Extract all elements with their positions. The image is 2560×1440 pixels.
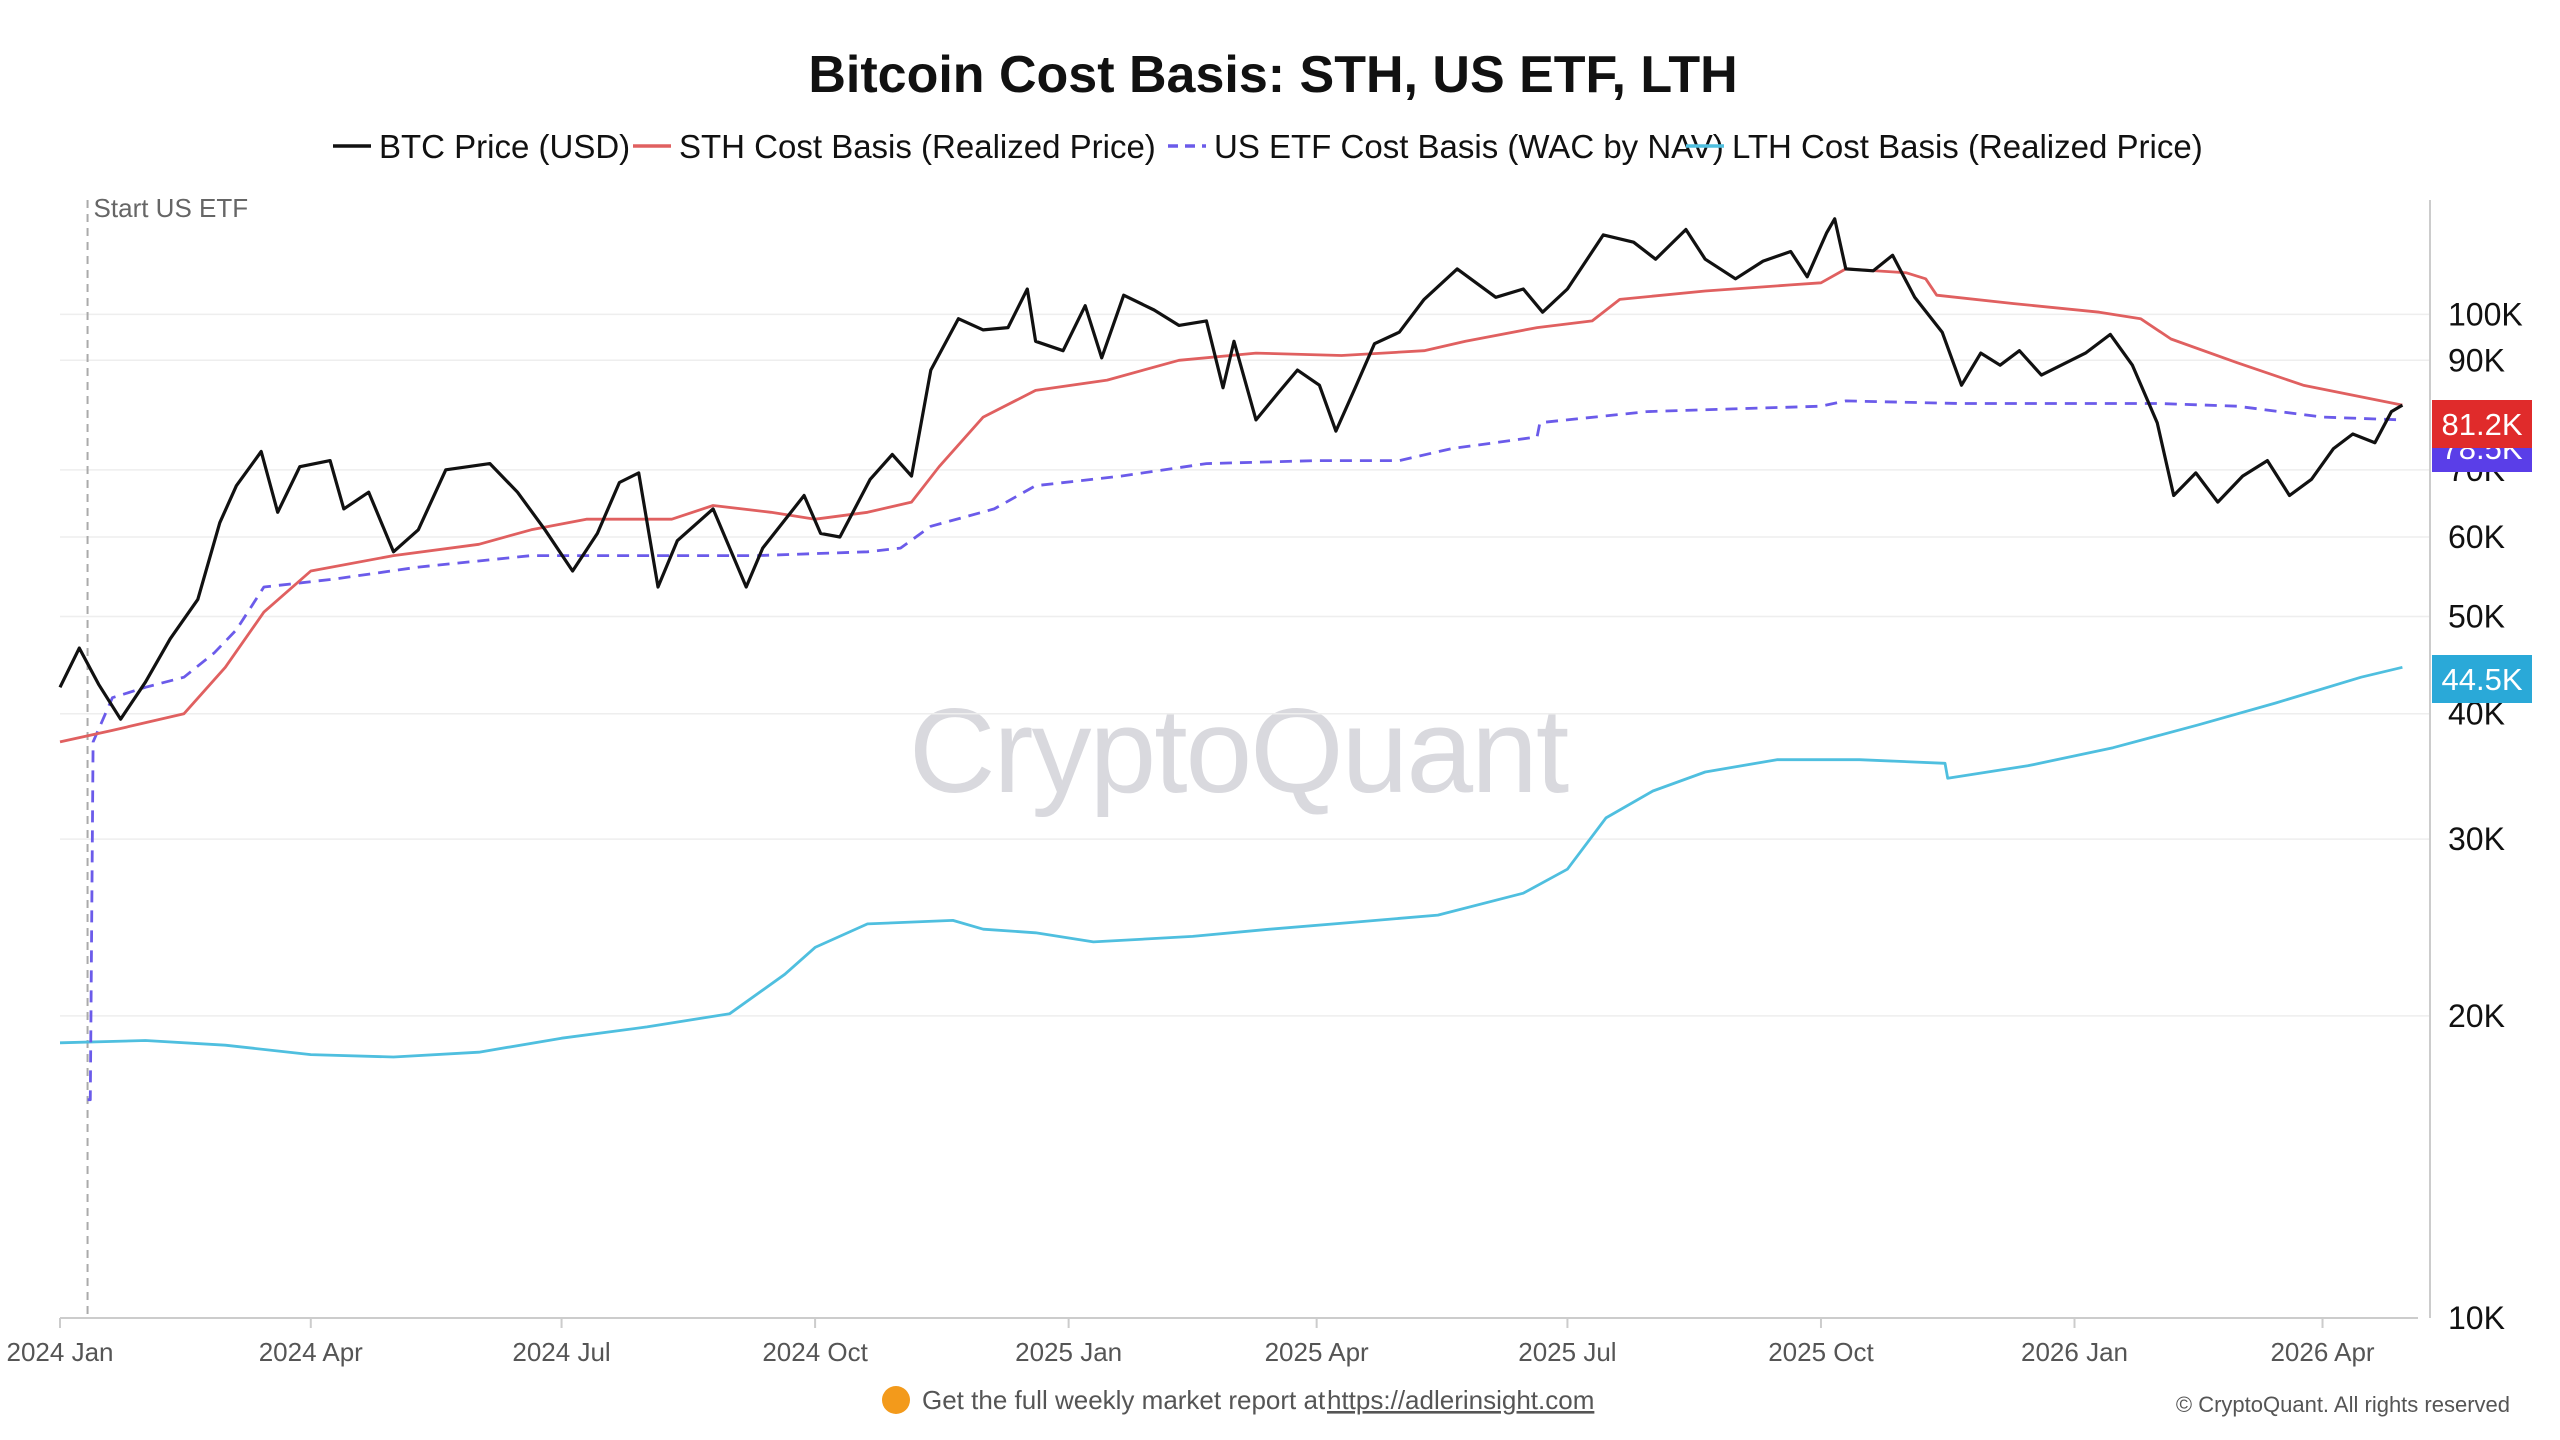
x-tick-label: 2026 Jan (2021, 1337, 2128, 1367)
series-layer (58, 217, 2404, 1102)
footer: Get the full weekly market report at htt… (882, 1385, 1594, 1415)
series-line (59, 267, 2403, 744)
series-line (87, 399, 2403, 1102)
x-tick-label: 2025 Jul (1518, 1337, 1616, 1367)
x-tick-label: 2024 Jul (512, 1337, 610, 1367)
x-tick-label: 2024 Apr (259, 1337, 363, 1367)
y-tick-label: 60K (2448, 519, 2505, 555)
annotation: Start US ETF (86, 193, 249, 1318)
value-badge (2432, 400, 2532, 448)
legend: BTC Price (USD) STH Cost Basis (Realized … (333, 128, 2203, 165)
chart-title: Bitcoin Cost Basis: STH, US ETF, LTH (808, 46, 1737, 104)
orange-circle-icon (882, 1386, 910, 1414)
annotation-label: Start US ETF (94, 193, 249, 223)
series-line (58, 217, 2404, 721)
y-tick-label: 30K (2448, 821, 2505, 857)
copyright-text: © CryptoQuant. All rights reserved (2176, 1392, 2510, 1417)
legend-label: STH Cost Basis (Realized Price) (679, 128, 1156, 165)
x-tick-label: 2025 Jan (1015, 1337, 1122, 1367)
y-tick-label: 20K (2448, 998, 2505, 1034)
x-tick-label: 2024 Oct (762, 1337, 868, 1367)
legend-label: US ETF Cost Basis (WAC by NAV) (1214, 128, 1724, 165)
x-tick-label: 2025 Apr (1265, 1337, 1369, 1367)
y-tick-label: 10K (2448, 1300, 2505, 1336)
watermark: CryptoQuant (909, 684, 1569, 818)
value-badge (2432, 655, 2532, 703)
y-tick-label: 90K (2448, 342, 2505, 378)
value-badge-label: 81.2K (2441, 407, 2522, 442)
x-tick-label: 2024 Jan (7, 1337, 114, 1367)
y-tick-label: 50K (2448, 598, 2505, 634)
axes: 100K90K70K60K50K40K30K20K10K2024 Jan2024… (7, 200, 2523, 1367)
grid (60, 313, 2430, 1017)
series-line (59, 665, 2403, 1059)
x-tick-label: 2026 Apr (2270, 1337, 2374, 1367)
report-link[interactable]: https://adlerinsight.com (1327, 1385, 1594, 1415)
value-badge-label: 44.5K (2441, 662, 2522, 697)
legend-label: BTC Price (USD) (379, 128, 630, 165)
x-tick-label: 2025 Oct (1768, 1337, 1874, 1367)
legend-label: LTH Cost Basis (Realized Price) (1732, 128, 2203, 165)
footer-text: Get the full weekly market report at (922, 1385, 1326, 1415)
y-tick-label: 100K (2448, 296, 2523, 332)
